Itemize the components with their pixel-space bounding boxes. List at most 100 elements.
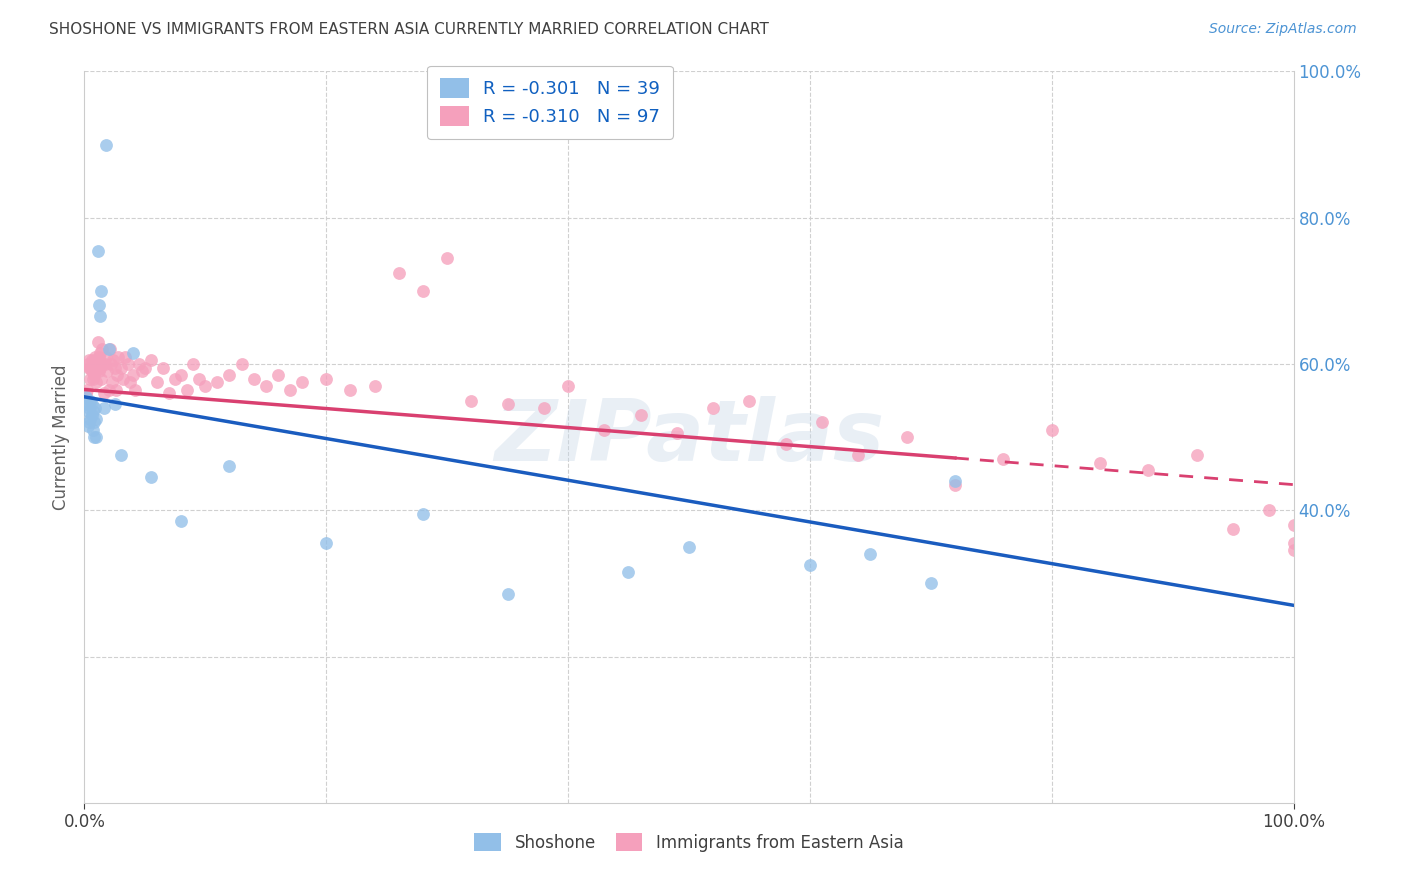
Point: [218, 368, 240, 382]
Point: [1088, 456, 1111, 470]
Point: [775, 437, 797, 451]
Point: [80, 397, 103, 411]
Y-axis label: Currently Married: Currently Married: [52, 364, 70, 510]
Point: [90, 284, 112, 298]
Point: [117, 357, 139, 371]
Point: [83, 357, 105, 371]
Point: [665, 426, 688, 441]
Point: [98, 343, 121, 357]
Point: [91, 343, 114, 357]
Point: [83, 430, 105, 444]
Point: [846, 448, 869, 462]
Point: [278, 383, 301, 397]
Point: [86, 357, 108, 371]
Point: [139, 470, 162, 484]
Point: [77, 401, 100, 415]
Point: [86, 376, 108, 390]
Point: [94, 137, 117, 152]
Point: [181, 357, 204, 371]
Point: [993, 452, 1015, 467]
Point: [104, 360, 127, 375]
Point: [79, 371, 101, 385]
Point: [77, 419, 100, 434]
Point: [107, 350, 129, 364]
Point: [79, 360, 101, 375]
Point: [80, 364, 103, 378]
Point: [124, 383, 146, 397]
Point: [339, 383, 361, 397]
Point: [80, 353, 103, 368]
Point: [460, 393, 482, 408]
Point: [91, 357, 114, 371]
Point: [617, 566, 640, 580]
Point: [170, 368, 193, 382]
Point: [120, 376, 142, 390]
Point: [90, 371, 112, 385]
Point: [496, 397, 519, 411]
Point: [242, 371, 264, 385]
Point: [496, 587, 519, 601]
Point: [87, 364, 110, 378]
Point: [110, 360, 132, 375]
Point: [77, 357, 100, 371]
Point: [83, 416, 105, 430]
Text: SHOSHONE VS IMMIGRANTS FROM EASTERN ASIA CURRENTLY MARRIED CORRELATION CHART: SHOSHONE VS IMMIGRANTS FROM EASTERN ASIA…: [49, 22, 769, 37]
Point: [86, 244, 108, 258]
Legend: Shoshone, Immigrants from Eastern Asia: Shoshone, Immigrants from Eastern Asia: [467, 825, 911, 860]
Point: [1137, 463, 1160, 477]
Point: [84, 401, 107, 415]
Point: [94, 350, 117, 364]
Point: [77, 416, 100, 430]
Point: [702, 401, 724, 415]
Point: [412, 284, 434, 298]
Point: [859, 547, 882, 561]
Point: [436, 251, 458, 265]
Point: [87, 298, 110, 312]
Point: [101, 376, 124, 390]
Point: [103, 353, 125, 368]
Point: [231, 357, 253, 371]
Point: [1282, 517, 1305, 532]
Point: [110, 448, 132, 462]
Point: [104, 383, 127, 397]
Point: [94, 357, 117, 371]
Point: [315, 536, 337, 550]
Text: ZIPatlas: ZIPatlas: [494, 395, 884, 479]
Point: [799, 558, 821, 573]
Point: [176, 383, 198, 397]
Point: [86, 412, 108, 426]
Point: [80, 408, 103, 422]
Point: [267, 368, 290, 382]
Point: [75, 386, 97, 401]
Point: [96, 364, 118, 378]
Point: [86, 353, 108, 368]
Point: [1222, 521, 1244, 535]
Point: [89, 346, 111, 360]
Point: [128, 357, 150, 371]
Point: [82, 371, 104, 385]
Point: [89, 310, 111, 324]
Point: [76, 383, 98, 397]
Point: [82, 423, 104, 437]
Point: [943, 474, 966, 488]
Point: [630, 408, 652, 422]
Point: [84, 350, 107, 364]
Point: [533, 401, 555, 415]
Point: [82, 360, 104, 375]
Point: [75, 390, 97, 404]
Point: [920, 576, 942, 591]
Point: [97, 383, 120, 397]
Point: [121, 368, 143, 382]
Point: [79, 393, 101, 408]
Point: [412, 507, 434, 521]
Point: [315, 371, 337, 385]
Point: [97, 343, 120, 357]
Point: [254, 379, 277, 393]
Point: [1282, 536, 1305, 550]
Point: [84, 364, 107, 378]
Point: [139, 353, 162, 368]
Point: [89, 360, 111, 375]
Point: [146, 376, 169, 390]
Point: [194, 379, 217, 393]
Point: [738, 393, 761, 408]
